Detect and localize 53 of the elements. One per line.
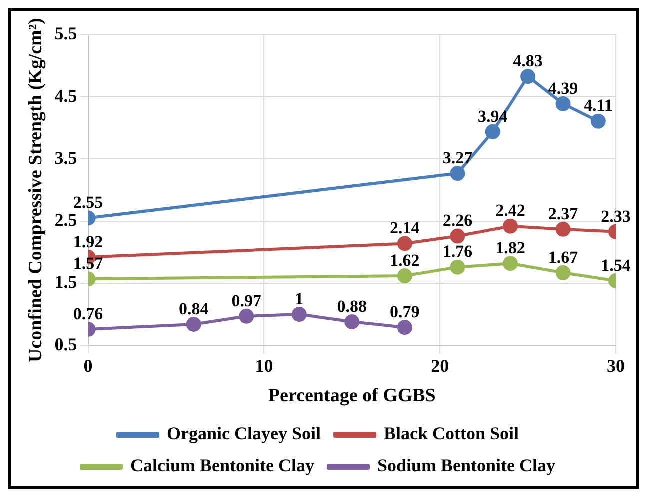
y-tick-label: 0.5 <box>54 334 78 354</box>
data-label: 4.11 <box>584 96 613 116</box>
data-label: 1.92 <box>73 232 104 252</box>
data-label: 1.57 <box>73 254 104 274</box>
point <box>502 218 518 234</box>
point <box>450 228 466 244</box>
y-tick-label: 2.5 <box>54 210 78 230</box>
data-label: 0.84 <box>178 299 210 318</box>
point <box>450 166 466 182</box>
y-tick-label: 1.5 <box>54 272 78 292</box>
data-label: 0.79 <box>390 302 420 322</box>
x-tick-label: 30 <box>607 356 625 376</box>
data-label: 2.37 <box>548 204 579 224</box>
x-tick-label: 10 <box>255 356 274 376</box>
legend-label: Sodium Bentonite Clay <box>377 456 556 476</box>
data-label: 2.42 <box>496 201 526 220</box>
data-label: 2.55 <box>73 193 104 212</box>
point <box>397 320 412 336</box>
point <box>556 222 571 237</box>
x-axis-title: Percentage of GGBS <box>268 386 436 407</box>
data-label: 1.76 <box>442 242 473 262</box>
data-label: 0.97 <box>232 291 262 310</box>
point <box>556 265 571 280</box>
data-label: 1 <box>295 289 304 308</box>
legend-label: Black Cotton Soil <box>384 424 520 444</box>
point <box>397 268 412 284</box>
data-label: 1.82 <box>496 238 526 258</box>
y-tick-label: 5.5 <box>54 24 78 44</box>
data-label: 4.39 <box>548 78 578 98</box>
point <box>502 256 518 272</box>
point <box>344 314 360 330</box>
y-tick-label: 4.5 <box>54 86 78 106</box>
point <box>520 69 536 84</box>
data-label: 0.88 <box>337 296 368 316</box>
legend-label: Organic Clayey Soil <box>166 424 321 444</box>
data-label: 1.54 <box>601 256 632 275</box>
y-tick-label: 3.5 <box>54 148 78 168</box>
data-label: 4.83 <box>513 52 543 71</box>
legend-label: Calcium Bentonite Clay <box>130 456 314 476</box>
point <box>485 124 500 140</box>
x-tick-label: 20 <box>431 356 450 376</box>
data-label: 1.67 <box>548 248 579 267</box>
y-axis-title: Uconfined Compressive Strength (Kg/cm²) <box>25 18 46 362</box>
data-label: 1.62 <box>390 250 420 270</box>
data-label: 0.76 <box>73 304 104 324</box>
point <box>556 96 571 112</box>
data-label: 2.26 <box>442 211 473 230</box>
point <box>590 114 606 129</box>
point <box>450 260 466 275</box>
x-tick-label: 0 <box>84 356 93 376</box>
point <box>397 236 412 252</box>
data-label: 2.33 <box>601 206 631 226</box>
data-label: 2.14 <box>390 218 420 238</box>
